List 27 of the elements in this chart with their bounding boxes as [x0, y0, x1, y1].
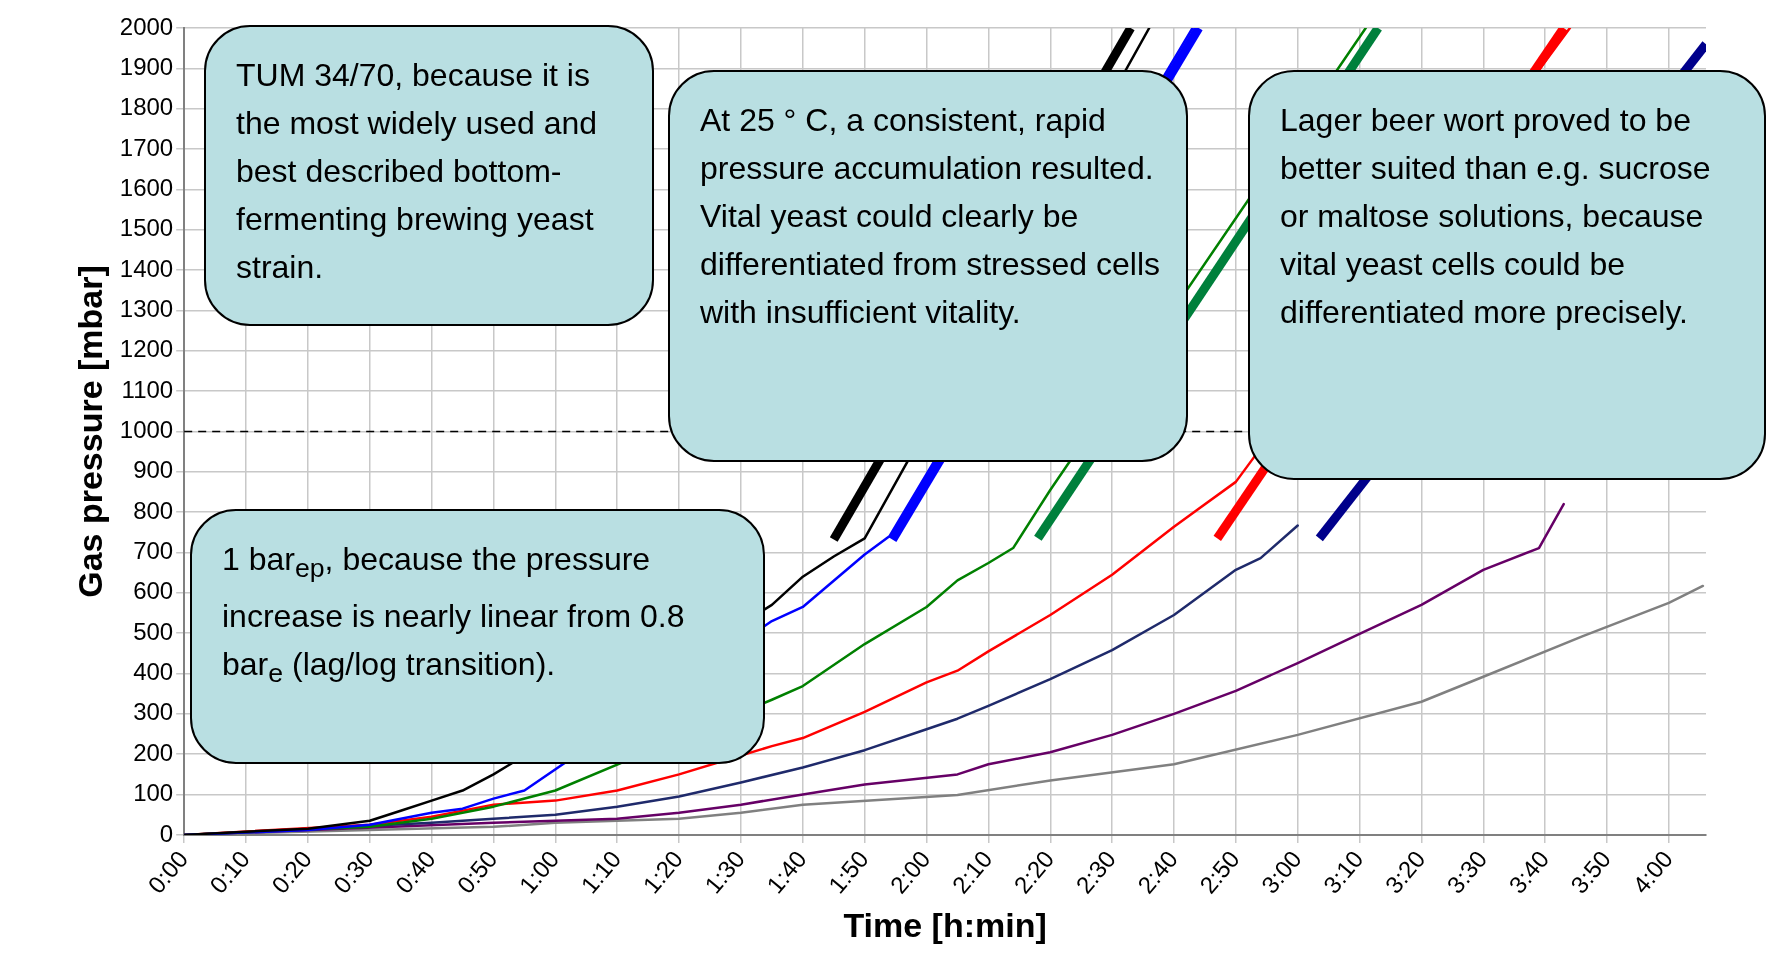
annotation: 1 bar$_{ep}$, because the pressure increase is nearly linear from 0.8 bar$_{e}$ (lag/log transition).	[222, 540, 686, 691]
y-tick-label: 500	[133, 617, 174, 645]
y-tick-label: 100	[133, 779, 174, 807]
y-tick-label: 800	[133, 496, 174, 524]
y-tick-label: 600	[133, 577, 174, 605]
y-tick-label: 1600	[119, 174, 174, 202]
y-tick-label: 400	[133, 658, 174, 686]
y-tick-label: 200	[133, 738, 174, 766]
y-tick-label: 900	[133, 456, 174, 484]
y-tick-label: 2000	[119, 12, 174, 40]
y-tick-label: 1700	[119, 133, 174, 161]
y-tick-label: 300	[133, 698, 174, 726]
annotation: TUM 34/70, because it is the most widely used and best described bottom-fermenting brewing yeast strain.	[236, 56, 599, 287]
annotation: At 25 ° C, a consistent, rapid pressure accumulation resulted. Vital yeast could clearly be differentiated from stressed cells with insufficient vitality.	[700, 101, 1162, 332]
y-tick-label: 1100	[121, 375, 174, 403]
y-axis-title: Gas pressure [mbar]	[70, 265, 109, 598]
y-tick-label: 1400	[119, 254, 174, 282]
y-tick-label: 1200	[119, 335, 174, 363]
y-tick-label: 1300	[119, 295, 174, 323]
y-tick-label: 1800	[119, 93, 174, 121]
y-tick-label: 1000	[119, 416, 174, 444]
x-axis-title: Time [h:min]	[843, 905, 1047, 944]
y-tick-label: 1500	[119, 214, 174, 242]
y-tick-label: 1900	[119, 52, 174, 80]
annotation: Lager beer wort proved to be better suited than e.g. sucrose or maltose solutions, because vital yeast cells could be differentiated more precisely.	[1280, 101, 1712, 332]
y-tick-label: 700	[133, 537, 174, 565]
y-tick-label: 0	[159, 819, 174, 847]
